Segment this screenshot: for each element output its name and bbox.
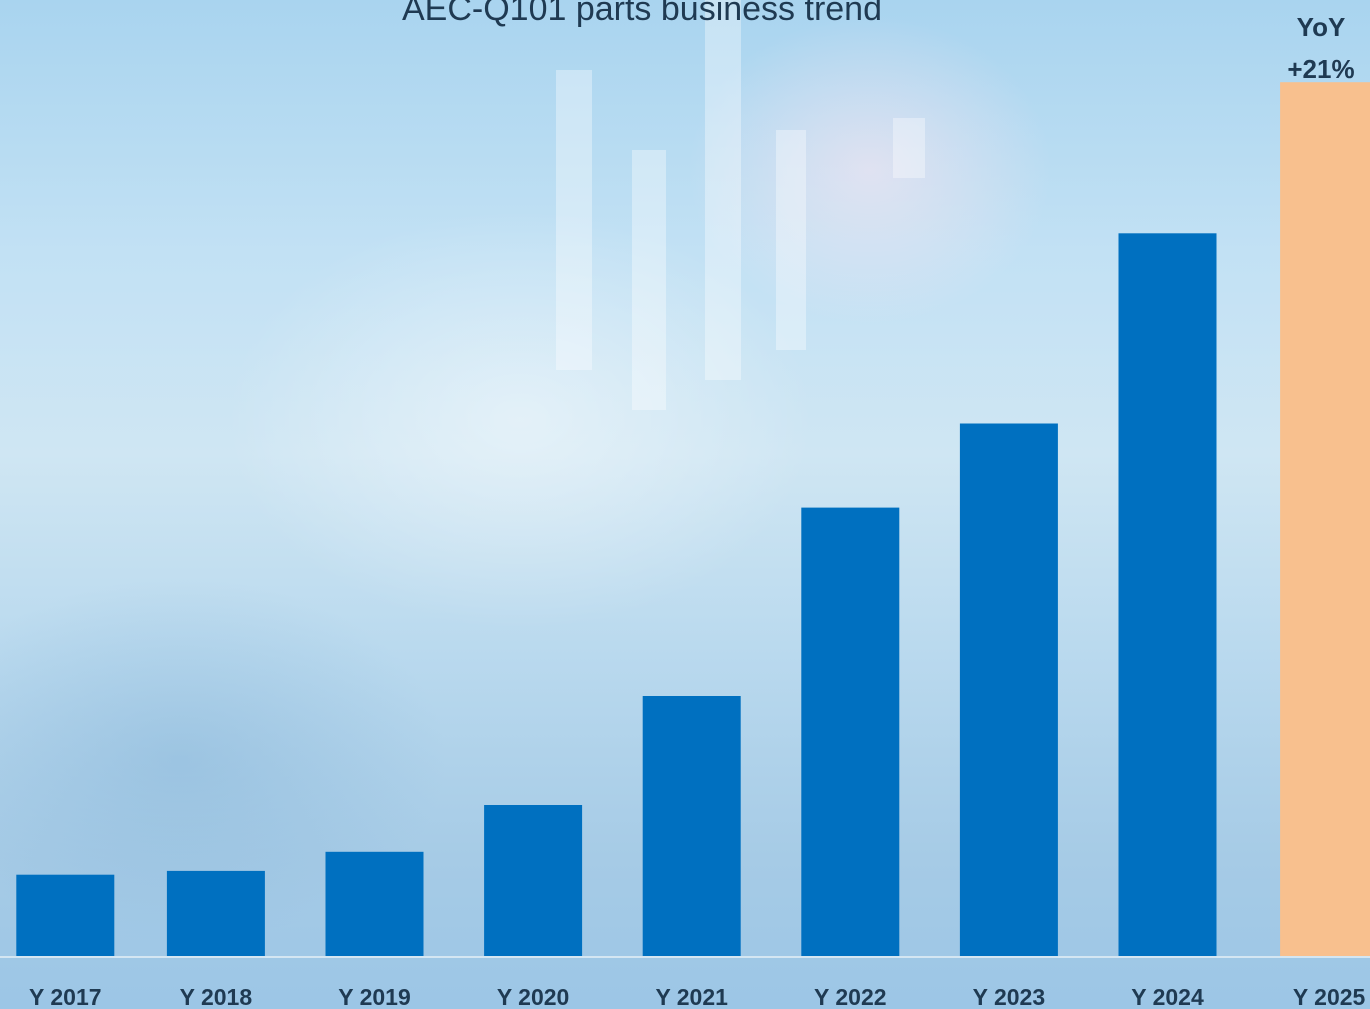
bar-y-2019: [325, 851, 424, 956]
background-decoration: [556, 70, 592, 370]
background-decoration: [776, 130, 806, 350]
bar-y-2022: [801, 507, 900, 956]
x-tick-label: Y 2020: [497, 984, 569, 1009]
chart-title: AEC-Q101 parts business trend: [401, 0, 883, 28]
background-decoration: [893, 118, 925, 178]
bar-y-2021: [642, 696, 741, 956]
x-tick-label: Y 2024: [1131, 984, 1204, 1009]
bar-y-2024: [1118, 233, 1217, 957]
x-tick-label: Y 2023: [973, 984, 1045, 1009]
x-tick-label: Y 2022: [814, 984, 886, 1009]
x-tick-label: Y 2019: [338, 984, 410, 1009]
bar-y-2017: [16, 874, 115, 956]
x-tick-label: Y 2021: [655, 984, 728, 1009]
yoy-annotation: YoY +21%: [1272, 6, 1370, 90]
x-tick-label: Y 2017: [29, 984, 101, 1009]
bar-y-2023: [959, 423, 1058, 956]
x-tick-label: Y 2025: [1293, 984, 1366, 1009]
background-decoration: [632, 150, 666, 410]
x-tick-label: Y 2018: [180, 984, 253, 1009]
annotation-line-2: +21%: [1287, 54, 1355, 84]
background-decoration: [705, 0, 741, 380]
bar-y-2020: [484, 805, 583, 956]
bar-y-2025: [1280, 82, 1370, 956]
bar-y-2018: [166, 870, 265, 956]
annotation-line-1: YoY: [1296, 12, 1346, 42]
